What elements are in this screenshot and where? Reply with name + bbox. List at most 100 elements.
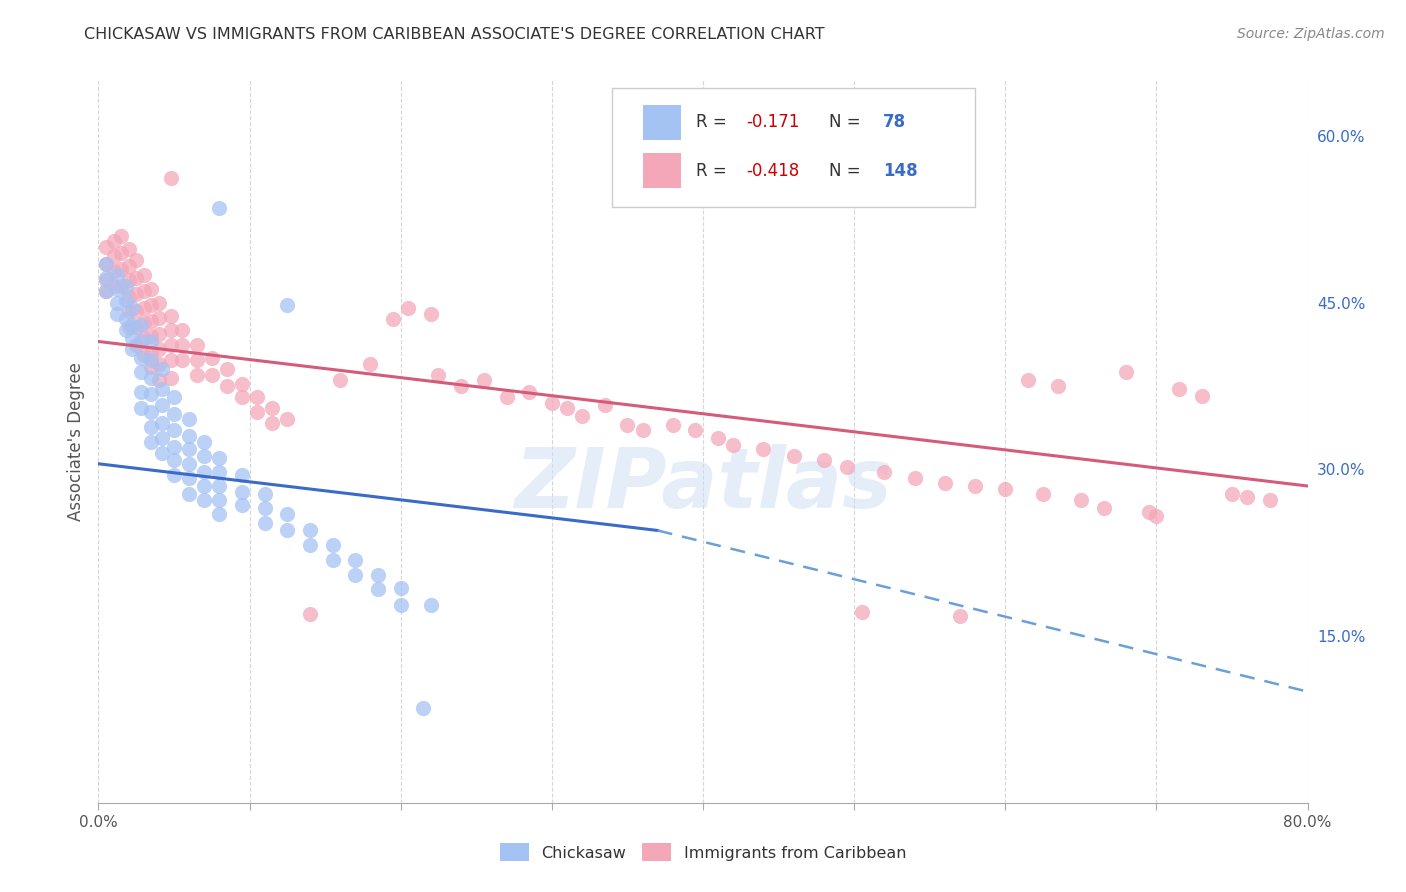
Point xyxy=(1047,379,1070,393)
Point xyxy=(110,245,132,260)
Text: N =: N = xyxy=(828,113,866,131)
Point xyxy=(360,357,382,371)
Point xyxy=(103,235,125,249)
Point xyxy=(299,524,322,538)
Point xyxy=(276,524,298,538)
Point xyxy=(276,507,298,521)
Point xyxy=(160,171,183,186)
Point xyxy=(105,268,128,282)
Point xyxy=(170,338,193,352)
Point xyxy=(118,273,141,287)
Point xyxy=(118,290,141,304)
Point xyxy=(835,460,858,475)
Point xyxy=(201,351,224,366)
Point xyxy=(427,368,450,382)
Point xyxy=(1032,487,1054,501)
Point xyxy=(231,498,253,512)
FancyBboxPatch shape xyxy=(643,105,682,139)
Point xyxy=(125,286,148,301)
Text: R =: R = xyxy=(696,161,731,179)
Point xyxy=(141,334,163,349)
Point xyxy=(208,451,231,466)
Point xyxy=(389,598,412,612)
Point xyxy=(160,338,183,352)
Point xyxy=(540,395,562,409)
Point xyxy=(160,371,183,385)
Point xyxy=(231,484,253,499)
Point xyxy=(163,467,186,482)
Point xyxy=(163,424,186,438)
Point xyxy=(110,262,132,277)
Point xyxy=(1137,505,1160,519)
FancyBboxPatch shape xyxy=(613,87,976,207)
Point xyxy=(114,312,136,326)
Point xyxy=(1220,487,1243,501)
Point xyxy=(208,479,231,493)
Point xyxy=(121,301,143,315)
Point xyxy=(132,316,155,330)
Point xyxy=(389,581,412,595)
Point xyxy=(132,331,155,345)
Point xyxy=(110,228,132,243)
Point xyxy=(412,701,434,715)
Point xyxy=(208,507,231,521)
Point xyxy=(160,309,183,323)
Point xyxy=(472,373,495,387)
Point xyxy=(160,323,183,337)
Point xyxy=(129,401,152,416)
Point xyxy=(141,404,163,418)
Point xyxy=(94,271,117,285)
Point xyxy=(141,282,163,296)
Point xyxy=(105,307,128,321)
Point xyxy=(150,445,173,459)
Point xyxy=(118,304,141,318)
Point xyxy=(420,307,443,321)
Point xyxy=(170,323,193,337)
Point xyxy=(94,240,117,254)
Point xyxy=(179,412,201,426)
Point xyxy=(783,449,806,463)
Point xyxy=(1236,490,1258,504)
Point xyxy=(299,607,322,621)
Point xyxy=(186,368,208,382)
Point xyxy=(904,471,927,485)
Point xyxy=(450,379,472,393)
Point xyxy=(262,401,284,416)
Point xyxy=(186,338,208,352)
Point xyxy=(150,431,173,445)
Point xyxy=(141,345,163,359)
Point xyxy=(208,201,231,215)
Point xyxy=(322,538,344,552)
Point xyxy=(571,409,593,423)
Legend: Chickasaw, Immigrants from Caribbean: Chickasaw, Immigrants from Caribbean xyxy=(494,837,912,868)
Point xyxy=(141,314,163,328)
Point xyxy=(661,417,683,432)
Point xyxy=(1191,389,1213,403)
Point xyxy=(125,271,148,285)
Point xyxy=(103,264,125,278)
Point xyxy=(616,417,638,432)
Point xyxy=(231,390,253,404)
Point xyxy=(150,398,173,412)
Point xyxy=(105,295,128,310)
Point xyxy=(208,493,231,508)
Point xyxy=(685,424,707,438)
Text: 148: 148 xyxy=(883,161,918,179)
Point xyxy=(276,412,298,426)
Point xyxy=(276,298,298,312)
Point xyxy=(141,360,163,375)
Point xyxy=(873,465,896,479)
Point xyxy=(215,362,238,376)
Point xyxy=(148,373,170,387)
Point xyxy=(94,257,117,271)
Point xyxy=(132,268,155,282)
Point xyxy=(631,424,654,438)
Point xyxy=(1168,382,1191,396)
Point xyxy=(163,390,186,404)
Point xyxy=(193,465,215,479)
Point xyxy=(103,249,125,263)
Point xyxy=(94,257,117,271)
Point xyxy=(253,487,276,501)
Point xyxy=(813,453,835,467)
Point xyxy=(322,553,344,567)
